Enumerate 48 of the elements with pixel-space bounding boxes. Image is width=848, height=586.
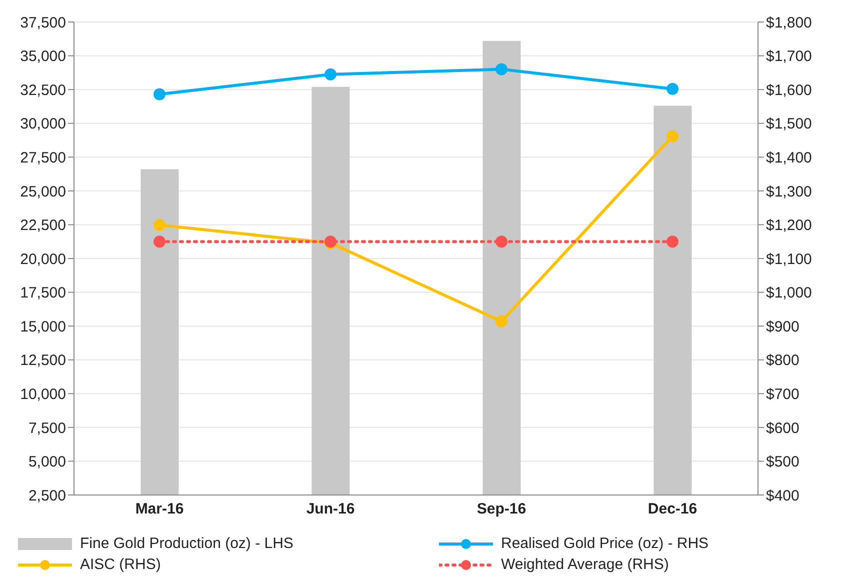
point bbox=[154, 219, 166, 232]
x-tick-label: Sep-16 bbox=[476, 500, 526, 518]
y-tick-label: 7,500 bbox=[28, 420, 66, 437]
y2-tick-label: $1,800 bbox=[766, 14, 812, 32]
y2-tick-label: $600 bbox=[766, 420, 800, 437]
legend-label: Realised Gold Price (oz) - RHS bbox=[501, 535, 709, 552]
y2-tick-label: $1,100 bbox=[766, 250, 812, 268]
point bbox=[666, 236, 678, 248]
y-tick-label: 32,500 bbox=[20, 82, 66, 99]
y-tick-label: 5,000 bbox=[28, 454, 66, 471]
y-tick-label: 25,000 bbox=[20, 183, 66, 200]
y2-tick-label: $1,200 bbox=[766, 217, 812, 234]
legend-label: Fine Gold Production (oz) - LHS bbox=[80, 535, 294, 552]
y2-tick-label: $1,500 bbox=[766, 116, 812, 133]
y2-tick-label: $700 bbox=[766, 386, 800, 403]
y2-tick-label: $1,600 bbox=[766, 82, 812, 99]
y-tick-label: 15,000 bbox=[20, 318, 66, 336]
y2-tick-label: $1,400 bbox=[766, 149, 812, 166]
y2-tick-label: $500 bbox=[766, 454, 800, 471]
y-tick-label: 22,500 bbox=[20, 217, 66, 234]
y2-tick-label: $400 bbox=[766, 487, 800, 504]
legend-label: Weighted Average (RHS) bbox=[501, 556, 669, 573]
y-tick-label: 37,500 bbox=[20, 14, 66, 32]
y2-tick-label: $900 bbox=[766, 318, 800, 336]
point bbox=[154, 236, 166, 248]
y-tick-label: 12,500 bbox=[20, 352, 66, 370]
legend-label: AISC (RHS) bbox=[80, 556, 161, 573]
x-tick-label: Mar-16 bbox=[135, 500, 184, 518]
x-tick-label: Dec-16 bbox=[648, 500, 698, 518]
y-tick-label: 17,500 bbox=[20, 284, 66, 302]
point bbox=[154, 88, 166, 100]
y-tick-label: 35,000 bbox=[20, 48, 66, 66]
point bbox=[496, 315, 508, 328]
x-tick-label: Jun-16 bbox=[306, 500, 355, 518]
point bbox=[666, 82, 678, 95]
y-tick-label: 30,000 bbox=[20, 116, 66, 133]
point bbox=[666, 130, 678, 142]
y2-tick-label: $1,000 bbox=[766, 284, 812, 302]
y2-tick-label: $1,300 bbox=[766, 183, 812, 200]
point bbox=[324, 68, 336, 80]
y-tick-label: 2,500 bbox=[28, 487, 66, 504]
point bbox=[496, 63, 508, 76]
y-tick-label: 20,000 bbox=[20, 250, 66, 268]
y-tick-label: 27,500 bbox=[20, 149, 66, 166]
point bbox=[496, 236, 508, 248]
y-tick-label: 10,000 bbox=[20, 386, 66, 403]
y2-tick-label: $800 bbox=[766, 352, 800, 370]
y2-tick-label: $1,700 bbox=[766, 48, 812, 66]
